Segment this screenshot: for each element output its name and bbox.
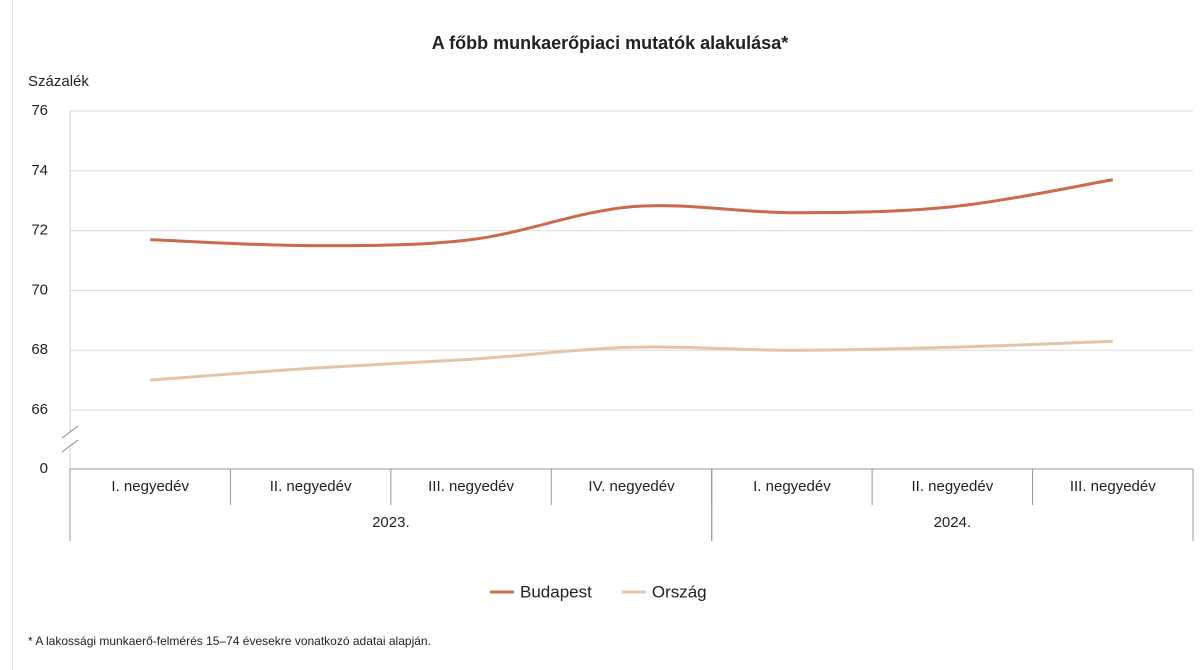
group-label: 2023. xyxy=(372,514,410,531)
axis-break xyxy=(61,439,79,453)
x-tick-label: I. negyedév xyxy=(111,478,189,495)
x-tick-label: II. negyedév xyxy=(270,478,352,495)
line-series xyxy=(150,339,1113,382)
y-tick-label: 66 xyxy=(31,401,48,418)
x-tick-label: IV. negyedév xyxy=(588,478,675,495)
y-tick-label: 70 xyxy=(31,281,48,298)
legend-label: Budapest xyxy=(520,582,592,601)
y-tick-label: 74 xyxy=(31,162,48,179)
y-tick-label: 72 xyxy=(31,222,48,239)
axis-break xyxy=(61,425,79,439)
y-tick-label: 68 xyxy=(31,341,48,358)
group-label: 2024. xyxy=(934,514,972,531)
x-tick-label: III. negyedév xyxy=(1070,478,1156,495)
x-tick-label: III. negyedév xyxy=(428,478,514,495)
footnote: * A lakossági munkaerő-felmérés 15–74 év… xyxy=(28,634,431,648)
y-axis-label: Százalék xyxy=(28,73,89,90)
y-tick-label: 76 xyxy=(31,102,48,119)
legend-label: Ország xyxy=(652,582,707,601)
y-tick-label: 0 xyxy=(40,460,48,477)
line-series xyxy=(150,178,1114,248)
x-tick-label: II. negyedév xyxy=(911,478,993,495)
chart-title: A főbb munkaerőpiaci mutatók alakulása* xyxy=(432,33,788,53)
x-tick-label: I. negyedév xyxy=(753,478,831,495)
